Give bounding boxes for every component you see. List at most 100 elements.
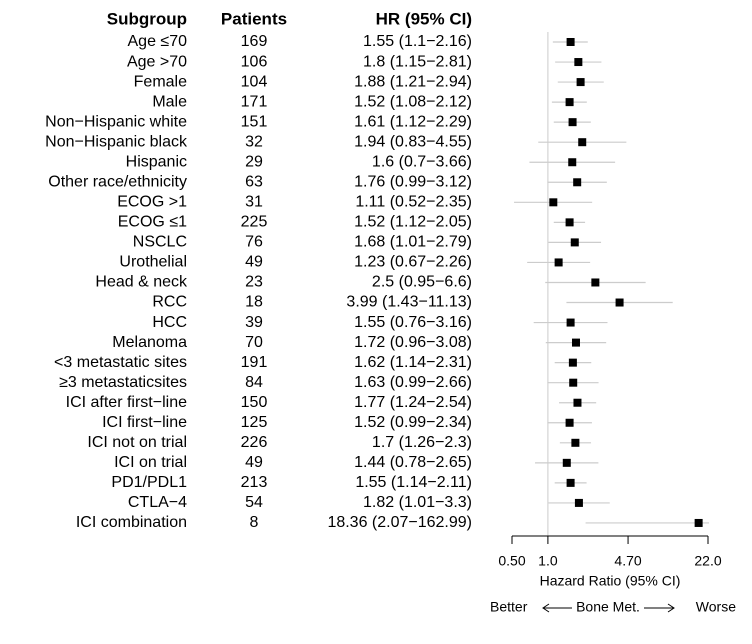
subgroup-label: Age >70 (127, 53, 187, 70)
hr-marker (566, 38, 575, 46)
hr-marker (565, 218, 574, 227)
x-axis-label: Hazard Ratio (95% CI) (540, 573, 681, 589)
hr-label: 1.55 (0.76−3.16) (354, 314, 472, 331)
hr-marker (569, 378, 578, 387)
hr-marker (574, 58, 583, 67)
subgroup-label: ≥3 metastaticsites (59, 374, 187, 391)
footer-right: Worse (696, 599, 736, 615)
hr-marker (566, 478, 575, 487)
hr-label: 1.63 (0.99−2.66) (354, 374, 472, 391)
subgroup-label: Melanoma (112, 334, 187, 351)
hr-label: 1.52 (1.08−2.12) (354, 93, 472, 110)
subgroup-label: Urothelial (119, 254, 187, 271)
hr-marker (694, 518, 703, 527)
subgroup-label: ECOG >1 (117, 194, 187, 211)
hr-label: 1.72 (0.96−3.08) (354, 334, 472, 351)
subgroup-label: ICI combination (76, 514, 187, 531)
subgroup-label: Male (152, 93, 187, 110)
hr-marker (568, 118, 577, 127)
hr-label: 1.52 (1.12−2.05) (354, 214, 472, 231)
hr-marker (554, 258, 563, 267)
x-tick-label: 0.50 (498, 553, 525, 569)
subgroup-label: Non−Hispanic white (45, 113, 187, 130)
hr-marker (573, 178, 582, 187)
patients-count: 151 (241, 113, 268, 130)
hr-marker (571, 438, 580, 447)
hr-label: 1.55 (1.1−2.16) (363, 33, 472, 50)
subgroup-label: PD1/PDL1 (111, 474, 187, 491)
patients-count: 76 (245, 234, 263, 251)
hr-label: 1.44 (0.78−2.65) (354, 454, 472, 471)
patients-count: 225 (241, 214, 268, 231)
hr-marker (574, 498, 583, 507)
subgroup-label: Age ≤70 (128, 33, 188, 50)
subgroup-label: CTLA−4 (128, 494, 187, 511)
hr-marker (562, 458, 571, 467)
x-tick-label: 1.0 (538, 553, 558, 569)
hr-marker (615, 298, 624, 307)
hr-label: 1.68 (1.01−2.79) (354, 234, 472, 251)
subgroup-label: Non−Hispanic black (45, 133, 188, 150)
patients-count: 106 (241, 53, 268, 70)
patients-count: 29 (245, 153, 263, 170)
header-patients: Patients (221, 9, 287, 28)
hr-label: 1.88 (1.21−2.94) (354, 73, 472, 90)
header-hr: HR (95% CI) (376, 9, 472, 28)
hr-label: 1.11 (0.52−2.35) (355, 194, 472, 211)
hr-label: 1.94 (0.83−4.55) (354, 133, 472, 150)
subgroup-label: HCC (152, 314, 187, 331)
hr-marker (565, 418, 574, 427)
footer-left: Better (490, 599, 528, 615)
x-tick-label: 4.70 (614, 553, 641, 569)
patients-count: 226 (241, 434, 268, 451)
plot-area (514, 38, 709, 527)
patients-count: 169 (241, 33, 268, 50)
patients-count: 125 (241, 414, 268, 431)
patients-count: 18 (245, 294, 263, 311)
hr-label: 1.8 (1.15−2.81) (363, 53, 472, 70)
hr-label: 1.55 (1.14−2.11) (355, 474, 472, 491)
subgroup-label: Other race/ethnicity (48, 173, 187, 190)
subgroup-label: RCC (152, 294, 187, 311)
subgroup-label: Female (134, 73, 187, 90)
subgroup-label: Head & neck (95, 274, 188, 291)
x-tick-label: 22.0 (694, 553, 721, 569)
hr-label: 2.5 (0.95−6.6) (372, 274, 472, 291)
hr-label: 3.99 (1.43−11.13) (346, 294, 472, 311)
subgroup-label: <3 metastatic sites (54, 354, 187, 371)
patients-count: 63 (245, 173, 263, 190)
header-subgroup: Subgroup (107, 9, 187, 28)
hr-marker (566, 318, 575, 327)
hr-marker (568, 358, 577, 367)
subgroup-label: ICI after first−line (66, 394, 187, 411)
hr-marker (571, 338, 580, 347)
subgroup-label: ICI on trial (114, 454, 187, 471)
patients-count: 84 (245, 374, 263, 391)
hr-marker (565, 98, 574, 107)
hr-label: 1.23 (0.67−2.26) (354, 254, 472, 271)
patients-count: 171 (241, 93, 268, 110)
subgroup-label: NSCLC (133, 234, 187, 251)
hr-label: 1.61 (1.12−2.29) (354, 113, 472, 130)
patients-count: 23 (245, 274, 263, 291)
hr-label: 1.7 (1.26−2.3) (372, 434, 472, 451)
footer-center: Bone Met. (576, 599, 640, 615)
patients-count: 31 (245, 194, 263, 211)
hr-marker (568, 158, 577, 167)
patients-count: 49 (245, 254, 263, 271)
patients-count: 213 (241, 474, 268, 491)
subgroup-label: ICI not on trial (87, 434, 187, 451)
subgroup-label: ECOG ≤1 (118, 214, 187, 231)
hr-marker (573, 398, 582, 407)
patients-count: 39 (245, 314, 263, 331)
hr-label: 1.62 (1.14−2.31) (354, 354, 472, 371)
patients-count: 191 (241, 354, 268, 371)
subgroup-label: ICI first−line (102, 414, 187, 431)
hr-label: 1.77 (1.24−2.54) (354, 394, 472, 411)
patients-count: 8 (250, 514, 259, 531)
patients-count: 54 (245, 494, 263, 511)
patients-count: 49 (245, 454, 263, 471)
hr-label: 1.76 (0.99−3.12) (354, 173, 472, 190)
patients-count: 32 (245, 133, 263, 150)
